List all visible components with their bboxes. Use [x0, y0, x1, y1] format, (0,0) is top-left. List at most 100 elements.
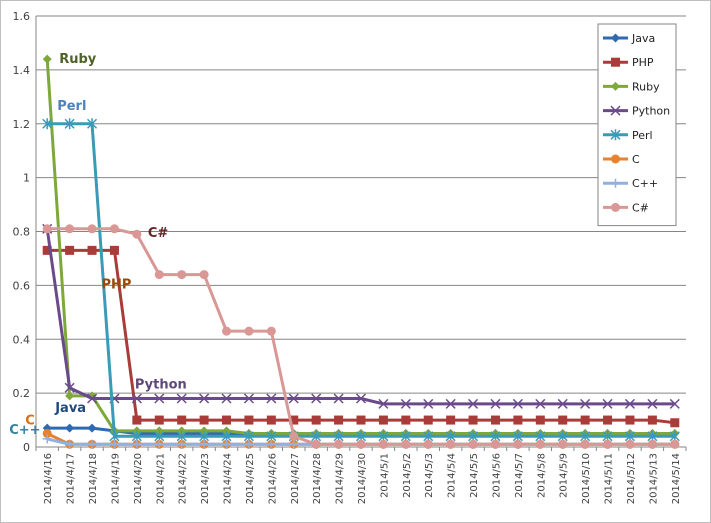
- x-tick-label: 2014/5/10: [581, 453, 592, 504]
- point-python: [647, 398, 658, 409]
- point-c-sharp: [356, 439, 366, 449]
- point-c-sharp: [222, 326, 232, 336]
- point-python: [87, 393, 98, 404]
- series-php: [42, 245, 680, 428]
- point-php: [446, 415, 456, 425]
- annotation-label: Java: [54, 401, 86, 416]
- point-c-sharp: [244, 326, 254, 336]
- point-cpp: [244, 439, 254, 449]
- point-php: [490, 415, 500, 425]
- x-tick-label: 2014/4/18: [88, 453, 99, 504]
- legend-swatch-marker: [611, 178, 620, 188]
- point-cpp: [199, 439, 209, 449]
- point-perl: [64, 118, 75, 130]
- annotation-label: Python: [135, 378, 187, 393]
- grid-lines: [36, 15, 686, 448]
- point-php: [378, 415, 388, 425]
- point-c-sharp: [647, 439, 657, 449]
- point-python: [176, 393, 187, 404]
- x-axis: 2014/4/16 2014/4/17 2014/4/18 2014/4/19 2014…: [35, 446, 687, 504]
- point-python: [288, 393, 299, 404]
- legend-swatch-marker: [611, 33, 620, 43]
- point-python: [468, 398, 479, 409]
- x-tick-label: 2014/4/24: [223, 453, 234, 504]
- x-tick-label: 2014/4/21: [155, 453, 166, 504]
- y-tick-label: 0.6: [13, 279, 31, 292]
- legend-item-php: PHP: [603, 56, 654, 69]
- point-php: [468, 415, 478, 425]
- point-php: [580, 415, 590, 425]
- annotation-label: PHP: [101, 277, 131, 292]
- point-php: [356, 415, 366, 425]
- annotation-label: C++: [9, 423, 40, 438]
- point-cpp: [177, 439, 187, 449]
- legend-item-java: Java: [603, 32, 655, 45]
- point-php: [42, 245, 52, 255]
- y-tick-label: 0.8: [13, 226, 31, 239]
- x-tick-label: 2014/4/16: [43, 453, 54, 504]
- legend-item-python: Python: [603, 105, 670, 118]
- series-line-php: [47, 248, 675, 425]
- y-tick-label: 0: [23, 441, 30, 454]
- point-c-sharp: [558, 439, 568, 449]
- x-tick-label: 2014/5/12: [626, 453, 637, 504]
- legend-item-ruby: Ruby: [603, 80, 660, 93]
- y-tick-label: 1: [23, 172, 30, 185]
- x-tick-label: 2014/5/7: [514, 453, 525, 498]
- legend-label: C: [632, 153, 640, 166]
- point-c: [42, 429, 52, 439]
- point-php: [132, 415, 142, 425]
- point-c-sharp: [289, 431, 299, 441]
- point-python: [199, 393, 210, 404]
- legend-box: [597, 23, 677, 227]
- point-php: [311, 415, 321, 425]
- point-java: [65, 423, 75, 433]
- y-tick-label: 0.4: [13, 333, 31, 346]
- point-python: [333, 393, 344, 404]
- x-tick-label: 2014/5/4: [447, 453, 458, 498]
- legend-item-perl: Perl: [603, 129, 653, 142]
- point-c-sharp: [490, 439, 500, 449]
- point-c-sharp: [266, 326, 276, 336]
- point-c-sharp: [513, 439, 523, 449]
- x-tick-label: 2014/5/6: [491, 453, 502, 498]
- point-c-sharp: [65, 224, 75, 234]
- x-tick-label: 2014/4/19: [110, 453, 121, 504]
- annotation-label: Perl: [57, 99, 86, 114]
- y-tick-label: 0.2: [13, 387, 31, 400]
- legend-label: C#: [632, 201, 649, 214]
- point-c-sharp: [42, 224, 52, 234]
- x-tick-label: 2014/4/30: [357, 453, 368, 504]
- x-tick-label: 2014/4/22: [178, 453, 189, 504]
- point-php: [244, 415, 254, 425]
- x-tick-label: 2014/5/13: [648, 453, 659, 504]
- point-python: [243, 393, 254, 404]
- point-cpp: [289, 439, 299, 449]
- point-c-sharp: [670, 439, 680, 449]
- legend-label: PHP: [632, 56, 654, 69]
- point-c-sharp: [468, 439, 478, 449]
- point-python: [535, 398, 546, 409]
- x-tick-label: 2014/4/26: [267, 453, 278, 504]
- x-tick-label: 2014/5/11: [604, 453, 615, 504]
- point-php: [513, 415, 523, 425]
- point-python: [445, 398, 456, 409]
- x-tick-label: 2014/4/28: [312, 453, 323, 504]
- point-cpp: [132, 439, 142, 449]
- x-tick-label: 2014/4/17: [66, 453, 77, 504]
- point-c-sharp: [603, 439, 613, 449]
- point-c-sharp: [177, 270, 187, 280]
- point-php: [109, 245, 119, 255]
- point-python: [64, 382, 75, 393]
- legend-label: Perl: [632, 129, 653, 142]
- legend-swatch-marker: [610, 129, 621, 141]
- legend-label: Ruby: [632, 80, 660, 93]
- point-php: [535, 415, 545, 425]
- annotations: Ruby Perl PHP C# Python Java CC++: [9, 52, 187, 438]
- point-python: [131, 393, 142, 404]
- annotation-label: Ruby: [59, 52, 97, 67]
- point-cpp: [266, 439, 276, 449]
- point-python: [512, 398, 523, 409]
- point-cpp: [109, 439, 119, 449]
